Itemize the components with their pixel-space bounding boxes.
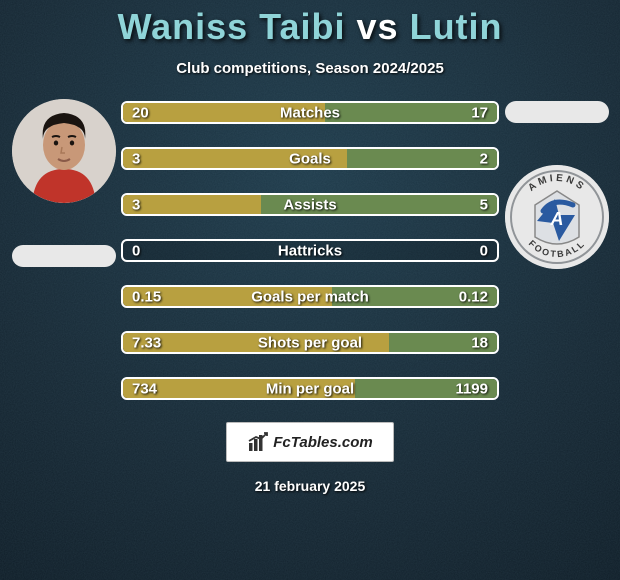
svg-text:A: A [549,209,563,229]
stat-value-right: 0.12 [459,288,488,305]
stat-value-left: 3 [132,196,140,213]
title-player1: Waniss Taibi [117,6,345,47]
player2-club-crest: AMIENS FOOTBALL A [505,165,609,269]
player1-photo [12,99,116,203]
stat-value-left: 734 [132,380,157,397]
brand-box[interactable]: FcTables.com [226,422,394,462]
stat-value-right: 0 [480,242,488,259]
stat-label: Matches [280,104,340,121]
stat-value-left: 0 [132,242,140,259]
stat-row: 7.33 18 Shots per goal [121,331,499,354]
subtitle: Club competitions, Season 2024/2025 [176,60,444,77]
player2-badge [505,101,609,123]
stat-label: Goals [289,150,331,167]
stat-value-right: 1199 [455,380,488,397]
stat-value-left: 0.15 [132,288,161,305]
stat-label: Assists [283,196,336,213]
stat-value-left: 3 [132,150,140,167]
stat-label: Shots per goal [258,334,362,351]
bar-fill-right [347,149,497,168]
stat-row: 3 5 Assists [121,193,499,216]
stat-label: Hattricks [278,242,342,259]
page-title: Waniss Taibi vs Lutin [117,6,502,48]
brand-text: FcTables.com [273,434,372,451]
stat-row: 0.15 0.12 Goals per match [121,285,499,308]
brand-icon [247,431,269,453]
stat-value-left: 20 [132,104,149,121]
stat-value-right: 5 [480,196,488,213]
stat-value-right: 2 [480,150,488,167]
stat-row: 3 2 Goals [121,147,499,170]
stat-row: 0 0 Hattricks [121,239,499,262]
stat-value-right: 18 [471,334,488,351]
stat-row: 20 17 Matches [121,101,499,124]
stat-label: Goals per match [251,288,369,305]
stat-bars: 20 17 Matches 3 2 Goals 3 5 Assists 0 0 Hattricks 0.… [121,99,499,400]
player1-club-badge [12,245,116,267]
stat-value-left: 7.33 [132,334,161,351]
date: 21 february 2025 [255,478,366,494]
stat-value-right: 17 [471,104,488,121]
bar-fill-left [123,195,261,214]
title-vs: vs [357,6,399,47]
stat-label: Min per goal [266,380,354,397]
title-player2: Lutin [410,6,503,47]
stat-row: 734 1199 Min per goal [121,377,499,400]
